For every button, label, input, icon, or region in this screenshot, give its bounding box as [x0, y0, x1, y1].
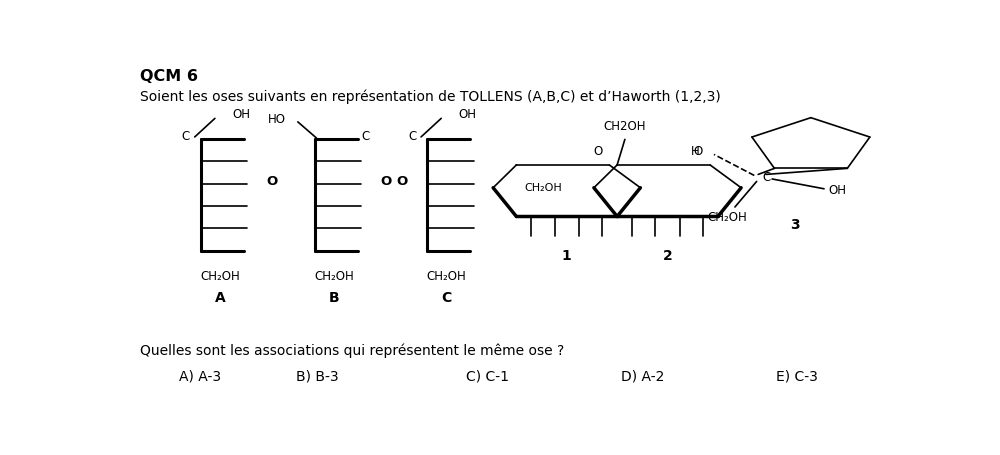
Text: CH₂OH: CH₂OH	[314, 270, 354, 283]
Text: A) A-3: A) A-3	[179, 370, 221, 384]
Text: C: C	[442, 291, 452, 305]
Text: OH: OH	[458, 108, 476, 121]
Text: H: H	[691, 145, 700, 158]
Text: O: O	[593, 145, 602, 158]
Text: C) C-1: C) C-1	[466, 370, 509, 384]
Text: Quelles sont les associations qui représentent le même ose ?: Quelles sont les associations qui représ…	[140, 344, 565, 358]
Text: Soient les oses suivants en représentation de TOLLENS (A,B,C) et d’Haworth (1,2,: Soient les oses suivants en représentati…	[140, 90, 721, 104]
Text: OH: OH	[232, 108, 250, 121]
Text: C: C	[182, 131, 190, 143]
Text: E) C-3: E) C-3	[776, 370, 818, 384]
Text: HO: HO	[268, 112, 286, 126]
Text: CH₂OH: CH₂OH	[427, 270, 466, 283]
Text: CH₂OH: CH₂OH	[707, 211, 747, 223]
Text: B) B-3: B) B-3	[296, 370, 338, 384]
Text: O: O	[694, 145, 703, 158]
Text: C: C	[762, 171, 770, 184]
Text: CH2OH: CH2OH	[604, 121, 646, 133]
Text: CH₂OH: CH₂OH	[525, 183, 562, 193]
Text: C: C	[408, 131, 416, 143]
Text: OH: OH	[828, 184, 846, 197]
Text: QCM 6: QCM 6	[140, 69, 198, 84]
Text: CH₂OH: CH₂OH	[200, 270, 240, 283]
Text: B: B	[329, 291, 340, 305]
Text: 3: 3	[791, 217, 800, 232]
Text: 1: 1	[562, 249, 572, 263]
Text: O: O	[381, 175, 392, 188]
Text: A: A	[215, 291, 226, 305]
Text: D) A-2: D) A-2	[621, 370, 664, 384]
Text: O: O	[267, 175, 278, 188]
Text: C: C	[361, 131, 370, 143]
Text: 2: 2	[663, 249, 672, 263]
Text: O: O	[397, 175, 408, 188]
